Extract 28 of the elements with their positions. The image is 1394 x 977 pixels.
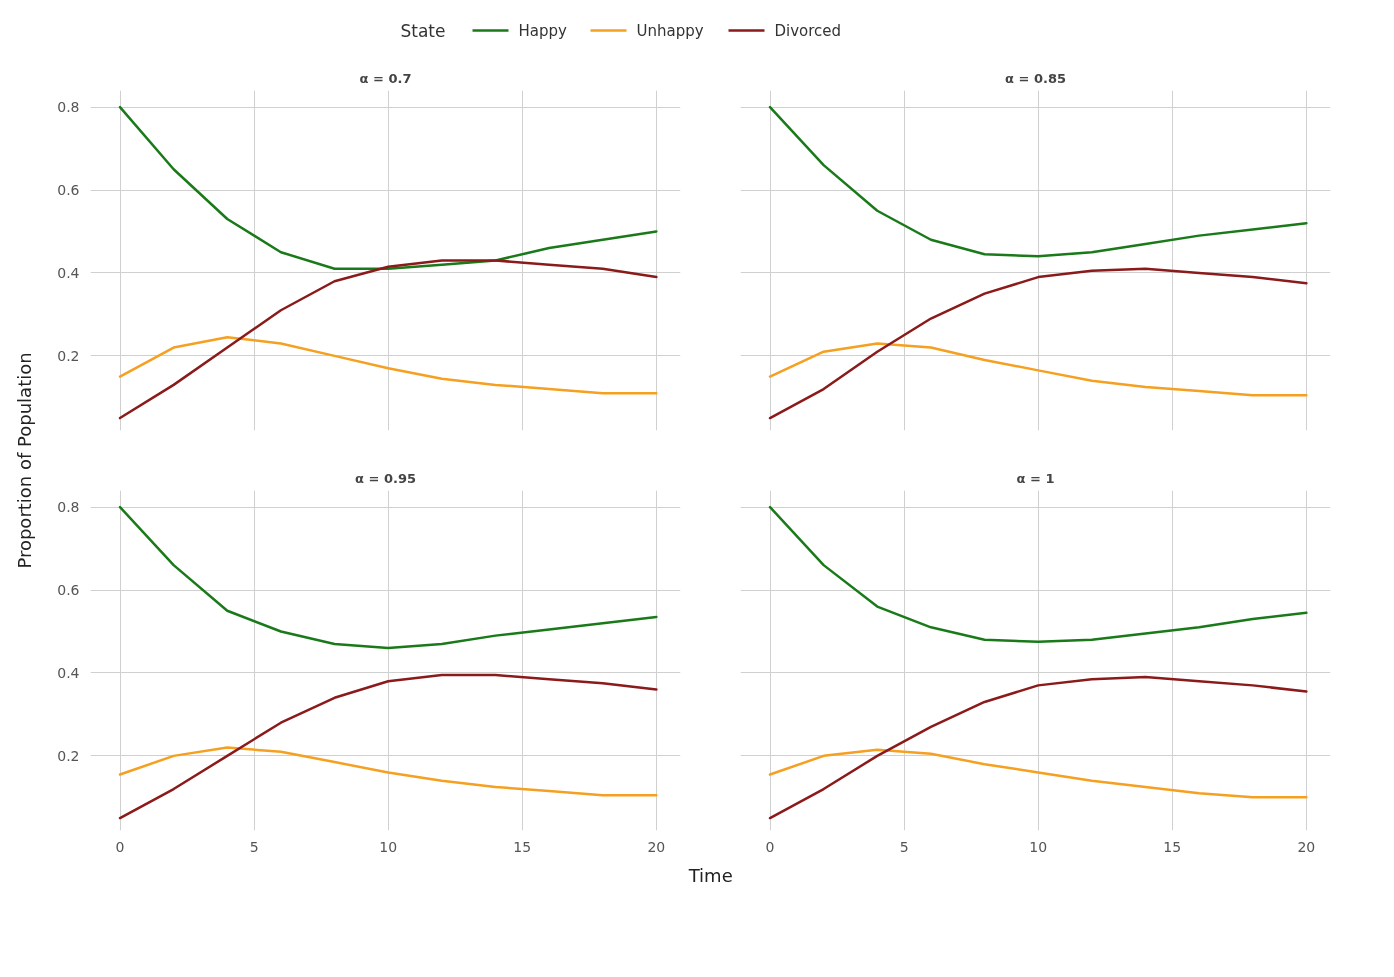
y-tick-label: 0.4 [57, 664, 80, 681]
x-axis-title: Time [687, 865, 733, 886]
x-tick-label: 20 [1297, 838, 1316, 855]
x-tick-label: 10 [379, 838, 398, 855]
legend-label: Happy [518, 21, 568, 40]
y-tick-label: 0.2 [57, 747, 80, 764]
x-tick-label: 0 [765, 838, 775, 855]
x-tick-label: 20 [647, 838, 666, 855]
x-tick-label: 10 [1029, 838, 1048, 855]
legend-label: Divorced [774, 21, 842, 40]
x-tick-label: 5 [899, 838, 909, 855]
legend-label: Unhappy [636, 21, 704, 40]
y-tick-label: 0.6 [57, 582, 80, 599]
chart-title: α = 0.85 [1005, 70, 1066, 86]
chart-title: α = 0.95 [355, 470, 416, 486]
chart-title: α = 1 [1016, 470, 1055, 486]
x-tick-label: 0 [115, 838, 125, 855]
legend-title: State [400, 20, 446, 41]
y-tick-label: 0.6 [57, 182, 80, 199]
chart-title: α = 0.7 [359, 70, 412, 86]
x-tick-label: 15 [513, 838, 532, 855]
y-tick-label: 0.4 [57, 264, 80, 281]
y-tick-label: 0.8 [57, 499, 80, 516]
x-tick-label: 15 [1163, 838, 1182, 855]
x-tick-label: 5 [249, 838, 259, 855]
y-axis-title: Proportion of Population [14, 352, 35, 569]
y-tick-label: 0.8 [57, 99, 80, 116]
y-tick-label: 0.2 [57, 347, 80, 364]
